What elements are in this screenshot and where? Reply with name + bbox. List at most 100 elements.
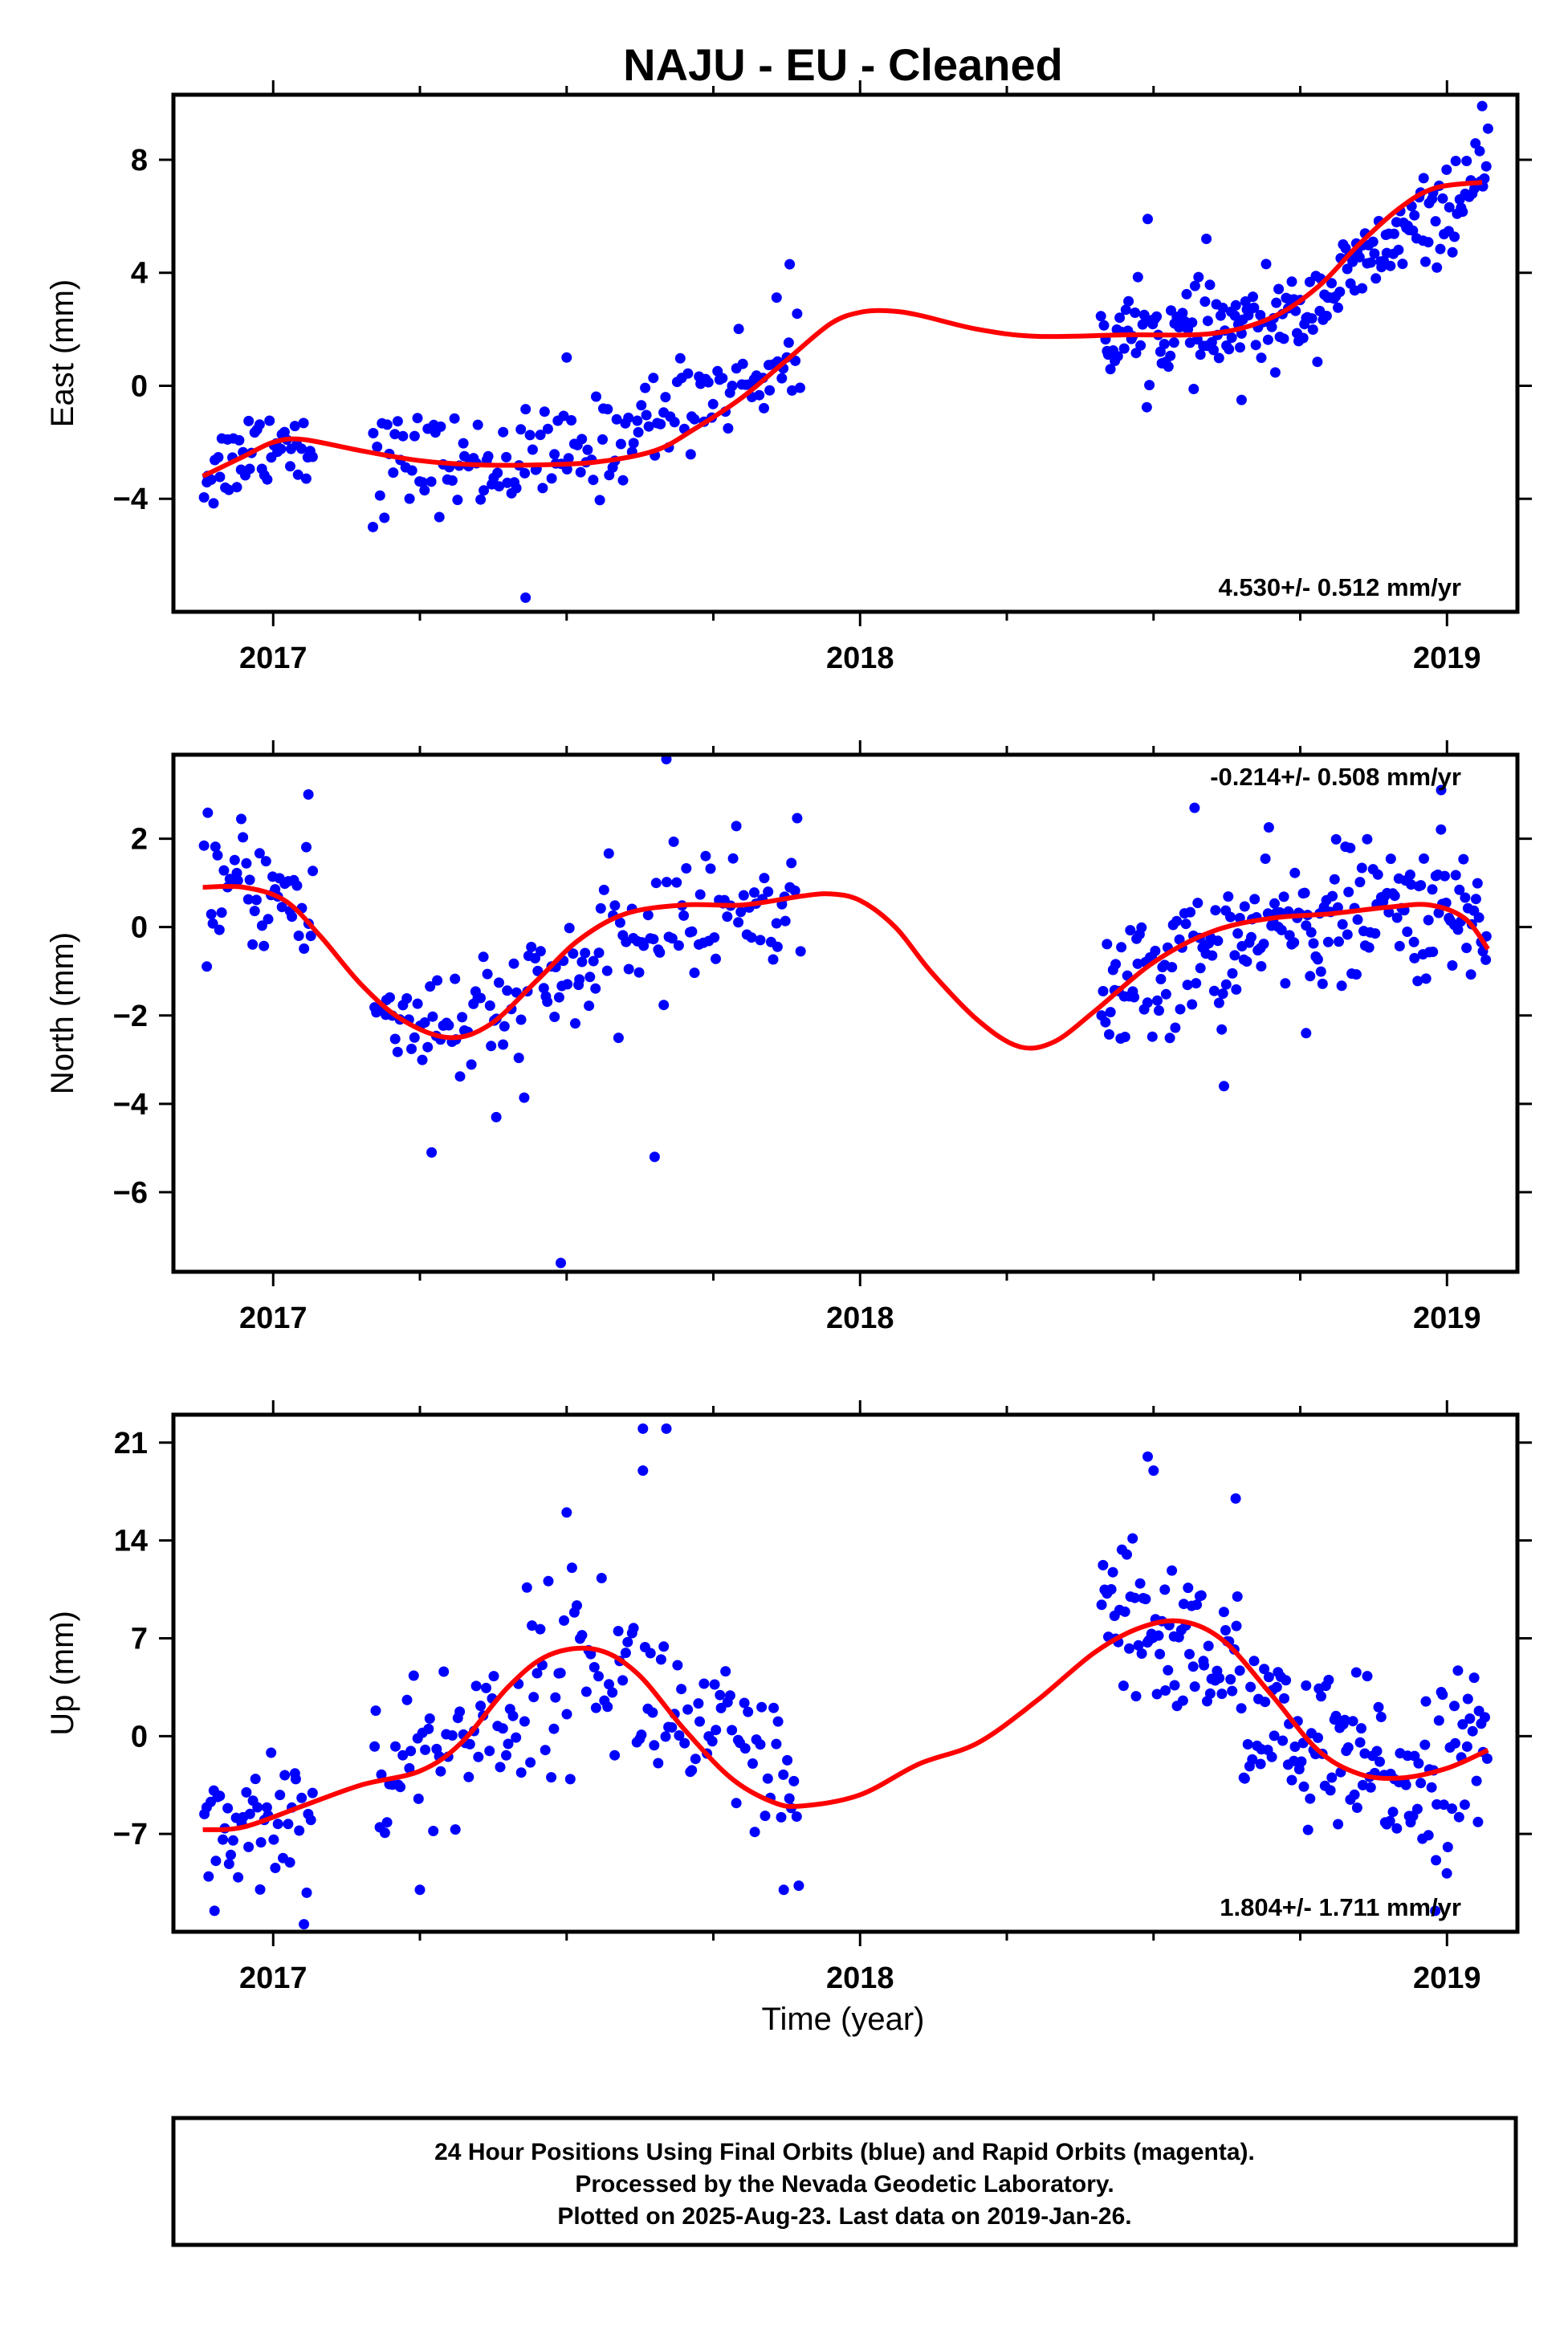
data-point [1301,1680,1312,1691]
data-point [482,968,493,980]
data-point [266,1747,277,1758]
data-point [1220,1625,1231,1635]
data-point [218,865,230,876]
data-point [242,894,254,905]
data-point [1307,324,1318,335]
data-point [717,373,728,384]
data-point [1193,271,1204,283]
data-point [1365,257,1376,268]
data-point [673,940,684,951]
data-point [307,451,318,462]
data-point [1239,901,1250,912]
data-point [223,484,234,495]
data-point [1474,145,1485,157]
data-point [1167,1565,1178,1576]
data-point [1289,1755,1299,1766]
data-point [1447,960,1458,971]
footer-line-2: Processed by the Nevada Geodetic Laborat… [575,2171,1114,2198]
rate-label: 4.530+/- 0.512 mm/yr [1219,573,1461,601]
data-point [731,821,742,832]
data-point [1217,988,1228,1000]
data-point [1313,1732,1323,1743]
data-point [372,442,383,452]
data-point [562,979,573,990]
data-point [590,983,601,994]
data-point [406,1043,417,1054]
data-point [1210,905,1221,916]
data-point [633,426,644,438]
data-point [1342,263,1353,275]
y-tick-label: 2 [131,823,148,857]
data-point [1195,963,1206,974]
data-point [1280,978,1291,989]
data-point [427,1011,438,1022]
data-point [1277,1735,1289,1746]
data-point [698,1678,710,1689]
data-point [1123,295,1134,307]
data-point [542,996,553,1008]
data-point [1165,350,1176,361]
y-tick-label: 0 [131,369,148,403]
data-point [458,438,469,449]
data-point [1130,1592,1140,1603]
data-point [511,483,522,494]
data-point [1236,394,1247,405]
data-point [1472,1816,1484,1827]
data-point [1134,1578,1146,1589]
data-point [661,877,672,888]
data-point [519,1716,530,1727]
data-point [546,1772,557,1783]
data-point [1213,997,1224,1008]
data-point [715,1689,726,1701]
data-point [1347,1716,1358,1727]
data-point [771,292,782,303]
data-point [655,1654,666,1665]
data-point [576,434,588,445]
data-point [1436,784,1447,796]
data-point [1218,1607,1229,1618]
data-point [1116,942,1127,953]
data-point [1423,914,1434,926]
data-point [1168,337,1179,348]
data-point [537,483,548,494]
data-point [481,1682,491,1693]
data-point [593,947,605,959]
data-point [1245,1681,1256,1693]
data-point [615,438,626,450]
data-point [494,481,505,492]
y-tick-label: −7 [113,1818,148,1851]
data-point [776,373,788,384]
data-point [524,430,536,441]
data-point [1201,234,1212,244]
data-point [501,1750,511,1761]
data-point [259,940,270,951]
data-point [1224,344,1235,355]
data-point [279,1770,291,1781]
data-point [707,398,719,409]
data-point [1171,915,1183,927]
data-point [202,961,213,972]
x-tick-label: 2018 [826,642,894,675]
data-point [413,1793,424,1804]
data-point [1375,1756,1385,1767]
footer-box [171,2116,1518,2247]
data-point [623,963,634,975]
data-point [223,1859,234,1869]
data-point [724,1690,735,1701]
data-point [1407,225,1419,236]
data-point [226,1849,236,1860]
data-point [648,934,659,945]
data-point [783,337,794,348]
data-point [491,1111,502,1122]
data-point [1326,1772,1338,1783]
y-tick-label: −2 [113,1000,148,1033]
data-point [1408,936,1419,947]
data-point [782,1754,793,1766]
data-point [1453,1811,1464,1823]
data-point [298,418,309,429]
data-point [494,977,504,988]
data-point [478,951,489,963]
data-point [419,485,430,496]
data-point [535,1623,546,1635]
data-point [787,385,797,396]
